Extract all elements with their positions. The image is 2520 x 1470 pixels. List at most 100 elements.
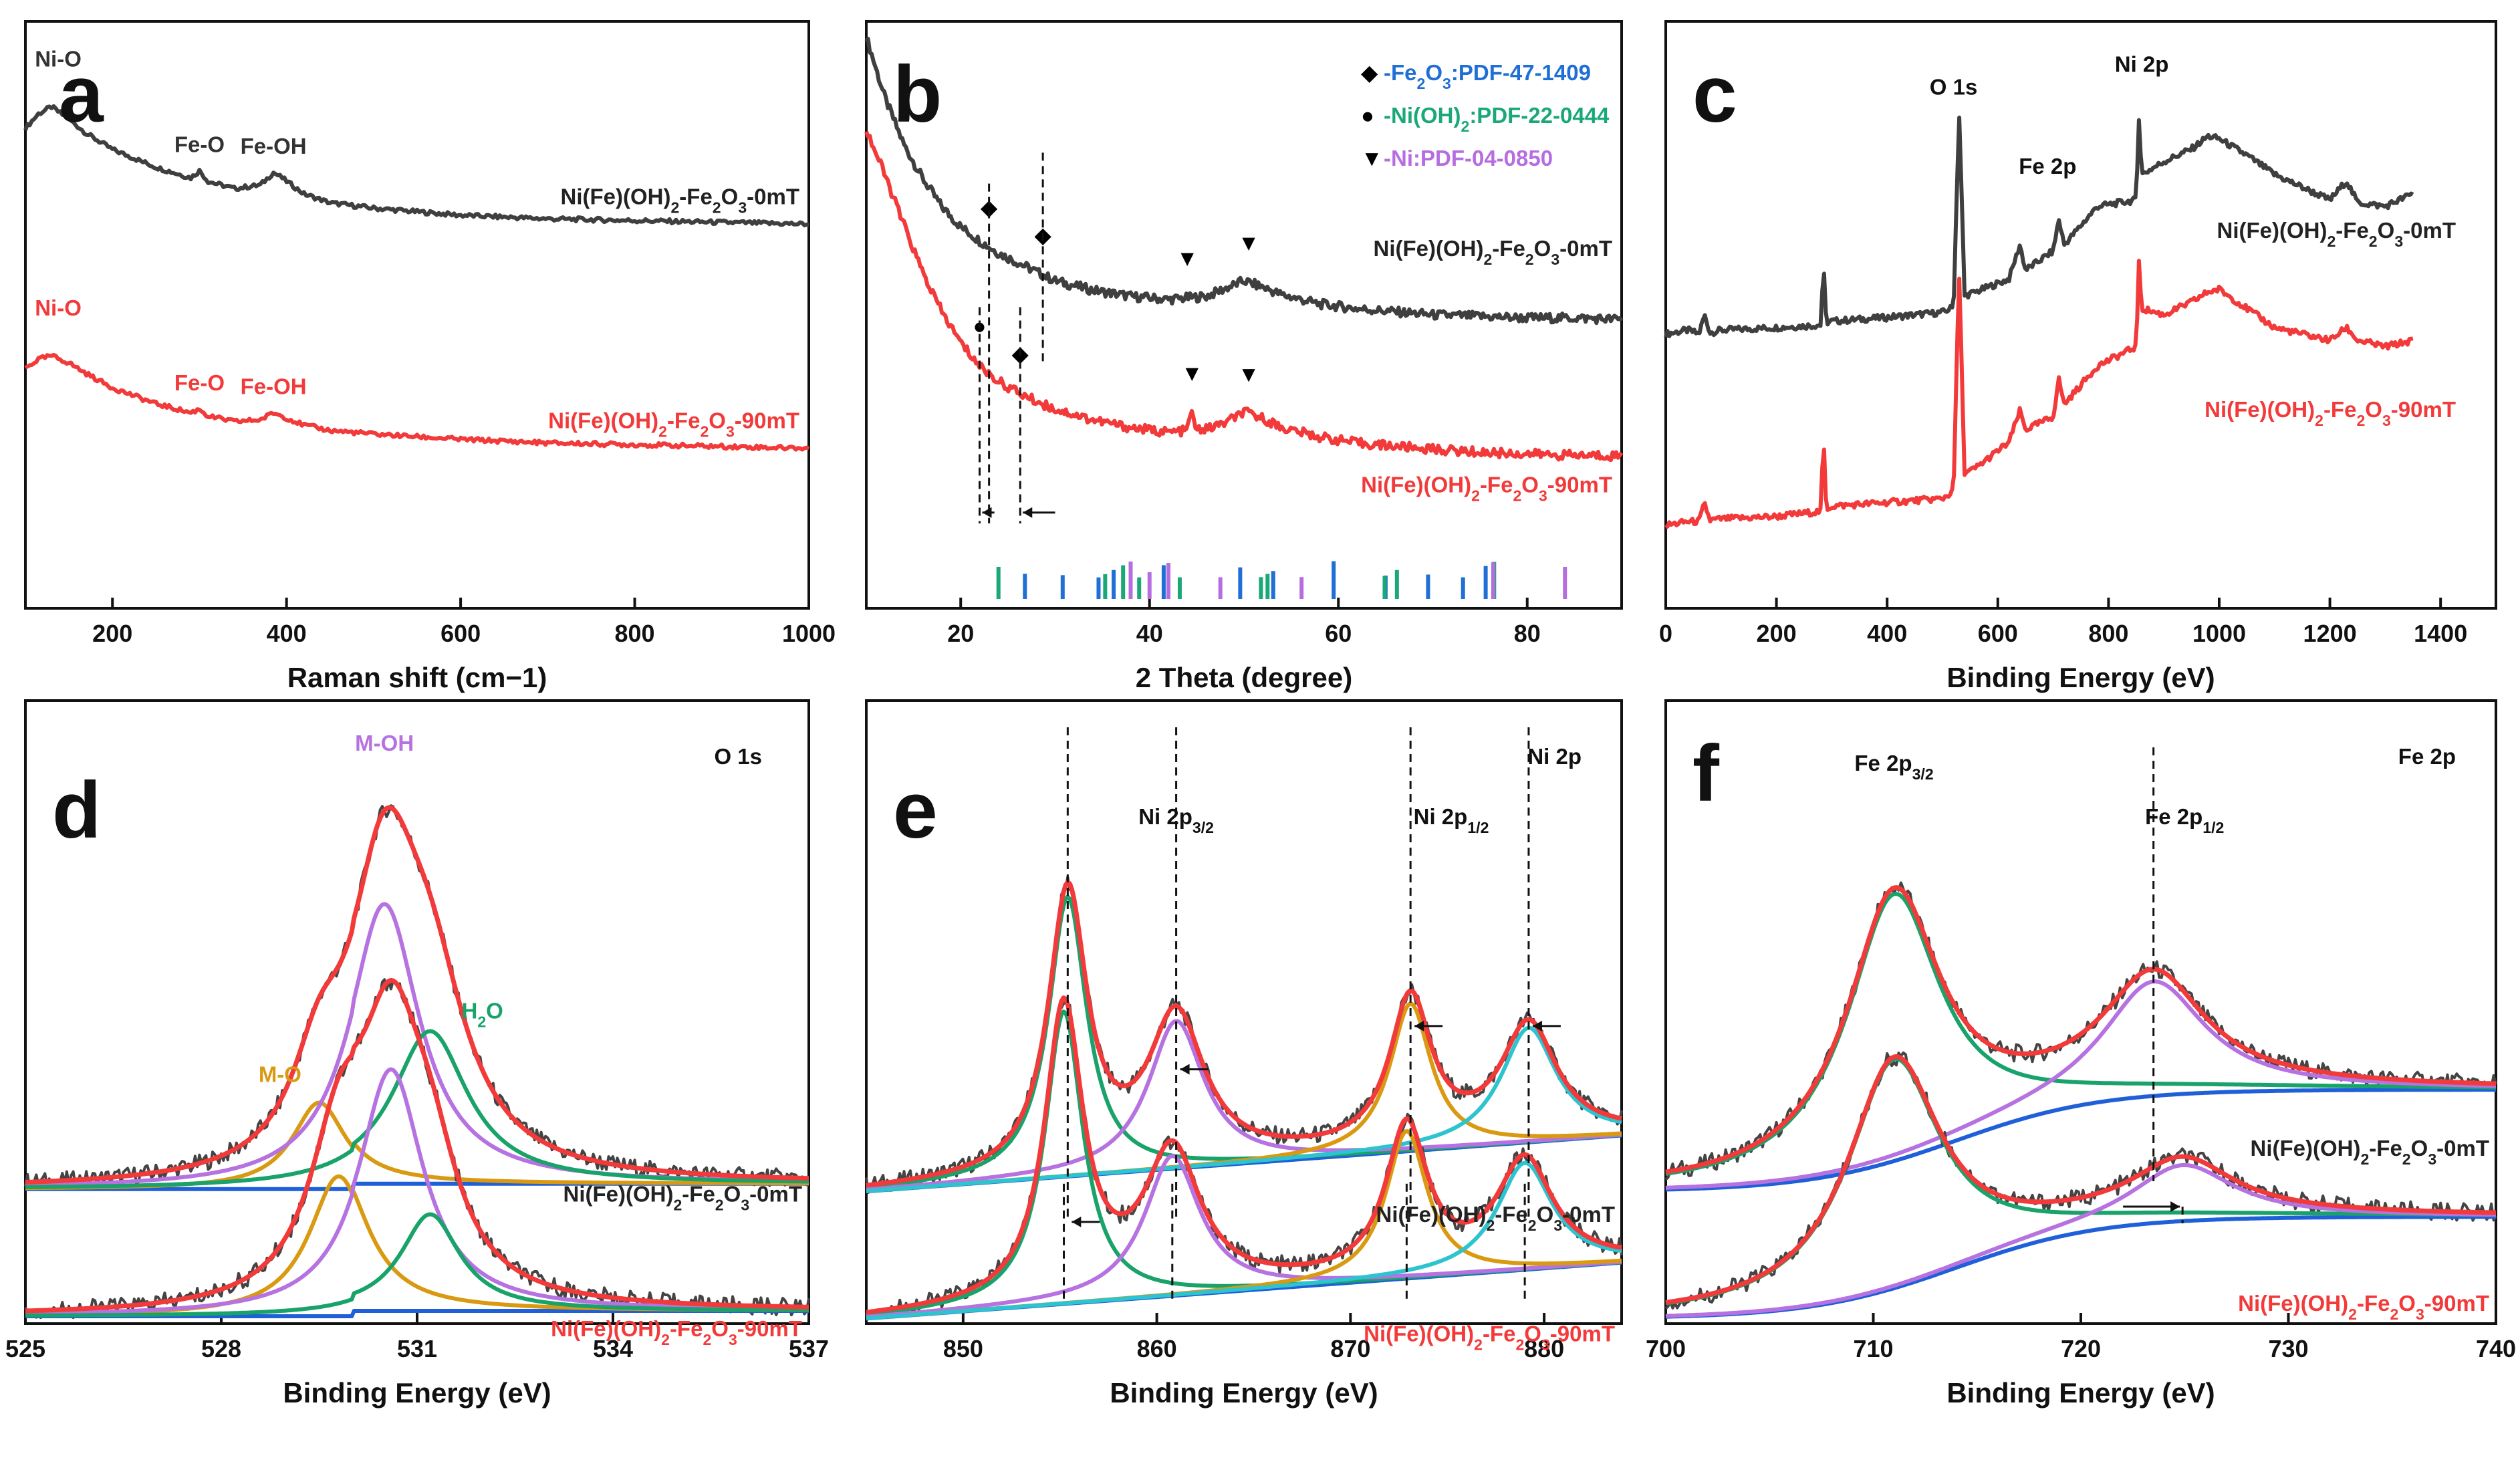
panel-e-arrow-head [1180,1064,1190,1075]
panel-b-marker: ▼ [1181,361,1203,386]
panel-d-letter: d [52,765,101,855]
panel-e-ni2p32-label: Ni 2p3/2 [1138,804,1214,836]
panel-e: 850 860 870 880 Binding Energy (eV) Ni 2p Ni 2… [865,699,1623,1408]
panel-f: 700 710 720 730 740 Binding Energy (eV) Fe 2p F… [1646,699,2516,1408]
panel-f-tick-label: 720 [2061,1335,2101,1362]
panel-c-series-1 [1664,259,2414,529]
panel-d-tick-label: 537 [789,1335,829,1362]
panel-d-label-0mT: Ni(Fe)(OH)2-Fe2O3-0mT [563,1181,802,1213]
panel-b-letter: b [893,49,942,139]
panel-f-x-label: Binding Energy (eV) [1946,1377,2215,1408]
panel-b-legend-marker: ● [1361,103,1374,128]
panel-d-h2o-label: H2O [461,999,503,1031]
panel-a: 200 400 600 800 1000 Raman shift (cm−1) Ni-O Fe… [23,20,836,693]
panel-a-tick-label: 800 [615,620,655,647]
panel-c-fe2p-label: Fe 2p [2019,154,2076,178]
panel-e-envelope-0 [866,880,1622,1188]
panel-d-tick-label: 531 [397,1335,437,1362]
panel-f-tick-label: 730 [2268,1335,2308,1362]
panel-c: 0 200 400 600 800 1000 1200 1400 Binding Energy … [1659,20,2497,693]
panel-e-component [866,1160,1622,1320]
panel-a-annotation: Ni-O [35,295,82,320]
panel-b-label-90mT: Ni(Fe)(OH)2-Fe2O3-90mT [1361,472,1612,504]
panel-d: 525 528 531 534 537 Binding Energy (eV) O 1s M-… [5,699,829,1408]
panel-a-frame [24,20,810,610]
panel-c-o1s-label: O 1s [1930,75,1978,100]
panel-d-component [25,1212,809,1318]
panel-b-legend-label: -Ni(OH)2:PDF-22-0444 [1384,103,1610,135]
panel-b-marker: ▼ [1238,362,1260,386]
panel-d-component [25,1067,809,1316]
panel-a-tick-label: 600 [440,620,481,647]
panel-f-baseline-0 [1665,1088,2496,1192]
panel-e-tick-label: 880 [1524,1335,1564,1362]
panel-a-annotation: Fe-O [174,132,225,156]
panel-e-frame [865,699,1623,1325]
panel-d-tick-label: 525 [5,1335,45,1362]
panel-d-x-label: Binding Energy (eV) [283,1377,551,1408]
panel-a-letter: a [59,49,104,139]
panel-b-arrow-head [982,507,992,518]
panel-a-annotation: Ni-O [35,47,82,72]
panel-c-tick-label: 800 [2088,620,2128,647]
panel-e-arrow-head [1532,1020,1542,1031]
panel-f-arrow-head [2170,1201,2180,1213]
panel-b-legend-label: -Fe2O3:PDF-47-1409 [1384,60,1591,92]
panel-b-frame [865,20,1623,610]
panel-a-label-0mT: Ni(Fe)(OH)2-Fe2O3-0mT [560,184,799,216]
panel-d-mo-label: M-O [259,1062,301,1087]
panel-d-component [25,1029,809,1189]
panel-e-envelope-1 [866,995,1622,1315]
panel-f-frame [1664,699,2497,1325]
panel-f-fe2p12-label: Fe 2p1/2 [2145,804,2224,836]
panel-c-label-90mT: Ni(Fe)(OH)2-Fe2O3-90mT [2204,397,2456,429]
panel-b-tick-label: 40 [1136,620,1163,647]
panel-a-tick-label: 400 [267,620,307,647]
panel-c-tick-label: 1400 [2414,620,2467,647]
panel-b-x-label: 2 Theta (degree) [1136,662,1352,693]
panel-c-ni2p-label: Ni 2p [2115,51,2169,76]
panel-b-tick-label: 20 [947,620,974,647]
panel-e-tick-label: 870 [1330,1335,1370,1362]
panel-c-tick-label: 1000 [2192,620,2246,647]
panel-c-series-0 [1664,115,2414,338]
panel-c-tick-label: 200 [1757,620,1797,647]
panel-f-letter: f [1692,729,1720,818]
panel-c-letter: c [1692,49,1737,139]
panel-f-label-90mT: Ni(Fe)(OH)2-Fe2O3-90mT [2238,1291,2489,1323]
panel-a-series-1 [24,352,810,452]
panel-e-arrow-head [1414,1020,1424,1031]
panel-e-label-90mT: Ni(Fe)(OH)2-Fe2O3-90mT [1364,1322,1615,1354]
panel-e-arrow-head [1072,1216,1082,1227]
panel-f-component [1665,979,2496,1190]
panel-b-legend-marker: ▼ [1361,146,1383,170]
panel-b-tick-label: 80 [1514,620,1541,647]
panel-f-envelope-1 [1665,1054,2497,1305]
panel-e-component [866,1154,1622,1319]
panel-f-fe2p32-label: Fe 2p3/2 [1854,751,1933,783]
panel-c-tick-label: 1200 [2303,620,2357,647]
panel-f-label-0mT: Ni(Fe)(OH)2-Fe2O3-0mT [2250,1136,2489,1168]
panel-c-x-label: Binding Energy (eV) [1946,662,2215,693]
panel-d-tick-label: 528 [201,1335,241,1362]
panel-f-component [1665,1162,2496,1318]
panel-a-annotation: Fe-OH [241,134,307,158]
panel-f-tick-label: 740 [2476,1335,2516,1362]
panel-d-title: O 1s [714,744,762,769]
panel-b-arrow-head [1023,507,1033,518]
panel-c-frame [1664,20,2497,610]
panel-b-tick-label: 60 [1325,620,1352,647]
panel-b-marker: ▼ [1238,230,1260,255]
panel-d-envelope-1 [25,977,809,1314]
panel-a-annotation: Fe-OH [241,374,307,398]
panel-e-letter: e [893,765,938,855]
panel-c-label-0mT: Ni(Fe)(OH)2-Fe2O3-0mT [2217,218,2456,250]
panel-b-marker: ▼ [1176,246,1199,271]
panel-e-component [866,1019,1622,1192]
panel-c-tick-label: 600 [1978,620,2018,647]
panel-d-label-90mT: Ni(Fe)(OH)2-Fe2O3-90mT [551,1316,802,1348]
panel-e-component [866,1025,1622,1193]
panel-e-tick-label: 860 [1137,1335,1177,1362]
panel-e-title: Ni 2p [1527,744,1582,769]
panel-a-label-90mT: Ni(Fe)(OH)2-Fe2O3-90mT [548,408,799,441]
